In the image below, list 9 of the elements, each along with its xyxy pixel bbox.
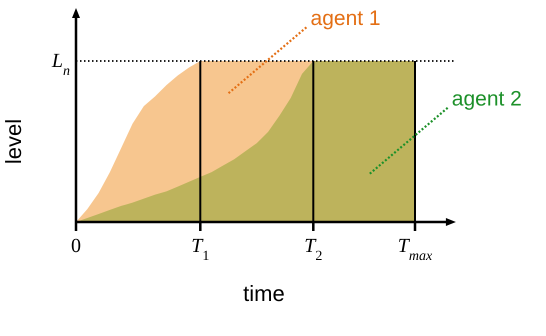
x-tick-label: T$_{1}$ [191,235,210,264]
x-tick-label: T$_{2}$ [304,235,322,264]
series-label: agent 1 [310,7,381,30]
series-label: agent 2 [452,88,522,111]
x-axis-title: time [243,281,285,306]
y-axis-title: level [1,118,26,164]
x-tick-label: 0 [71,235,81,257]
ref-line-label: L$_{n}$ [50,50,70,78]
x-tick-label: T$_{max}$ [398,235,434,264]
